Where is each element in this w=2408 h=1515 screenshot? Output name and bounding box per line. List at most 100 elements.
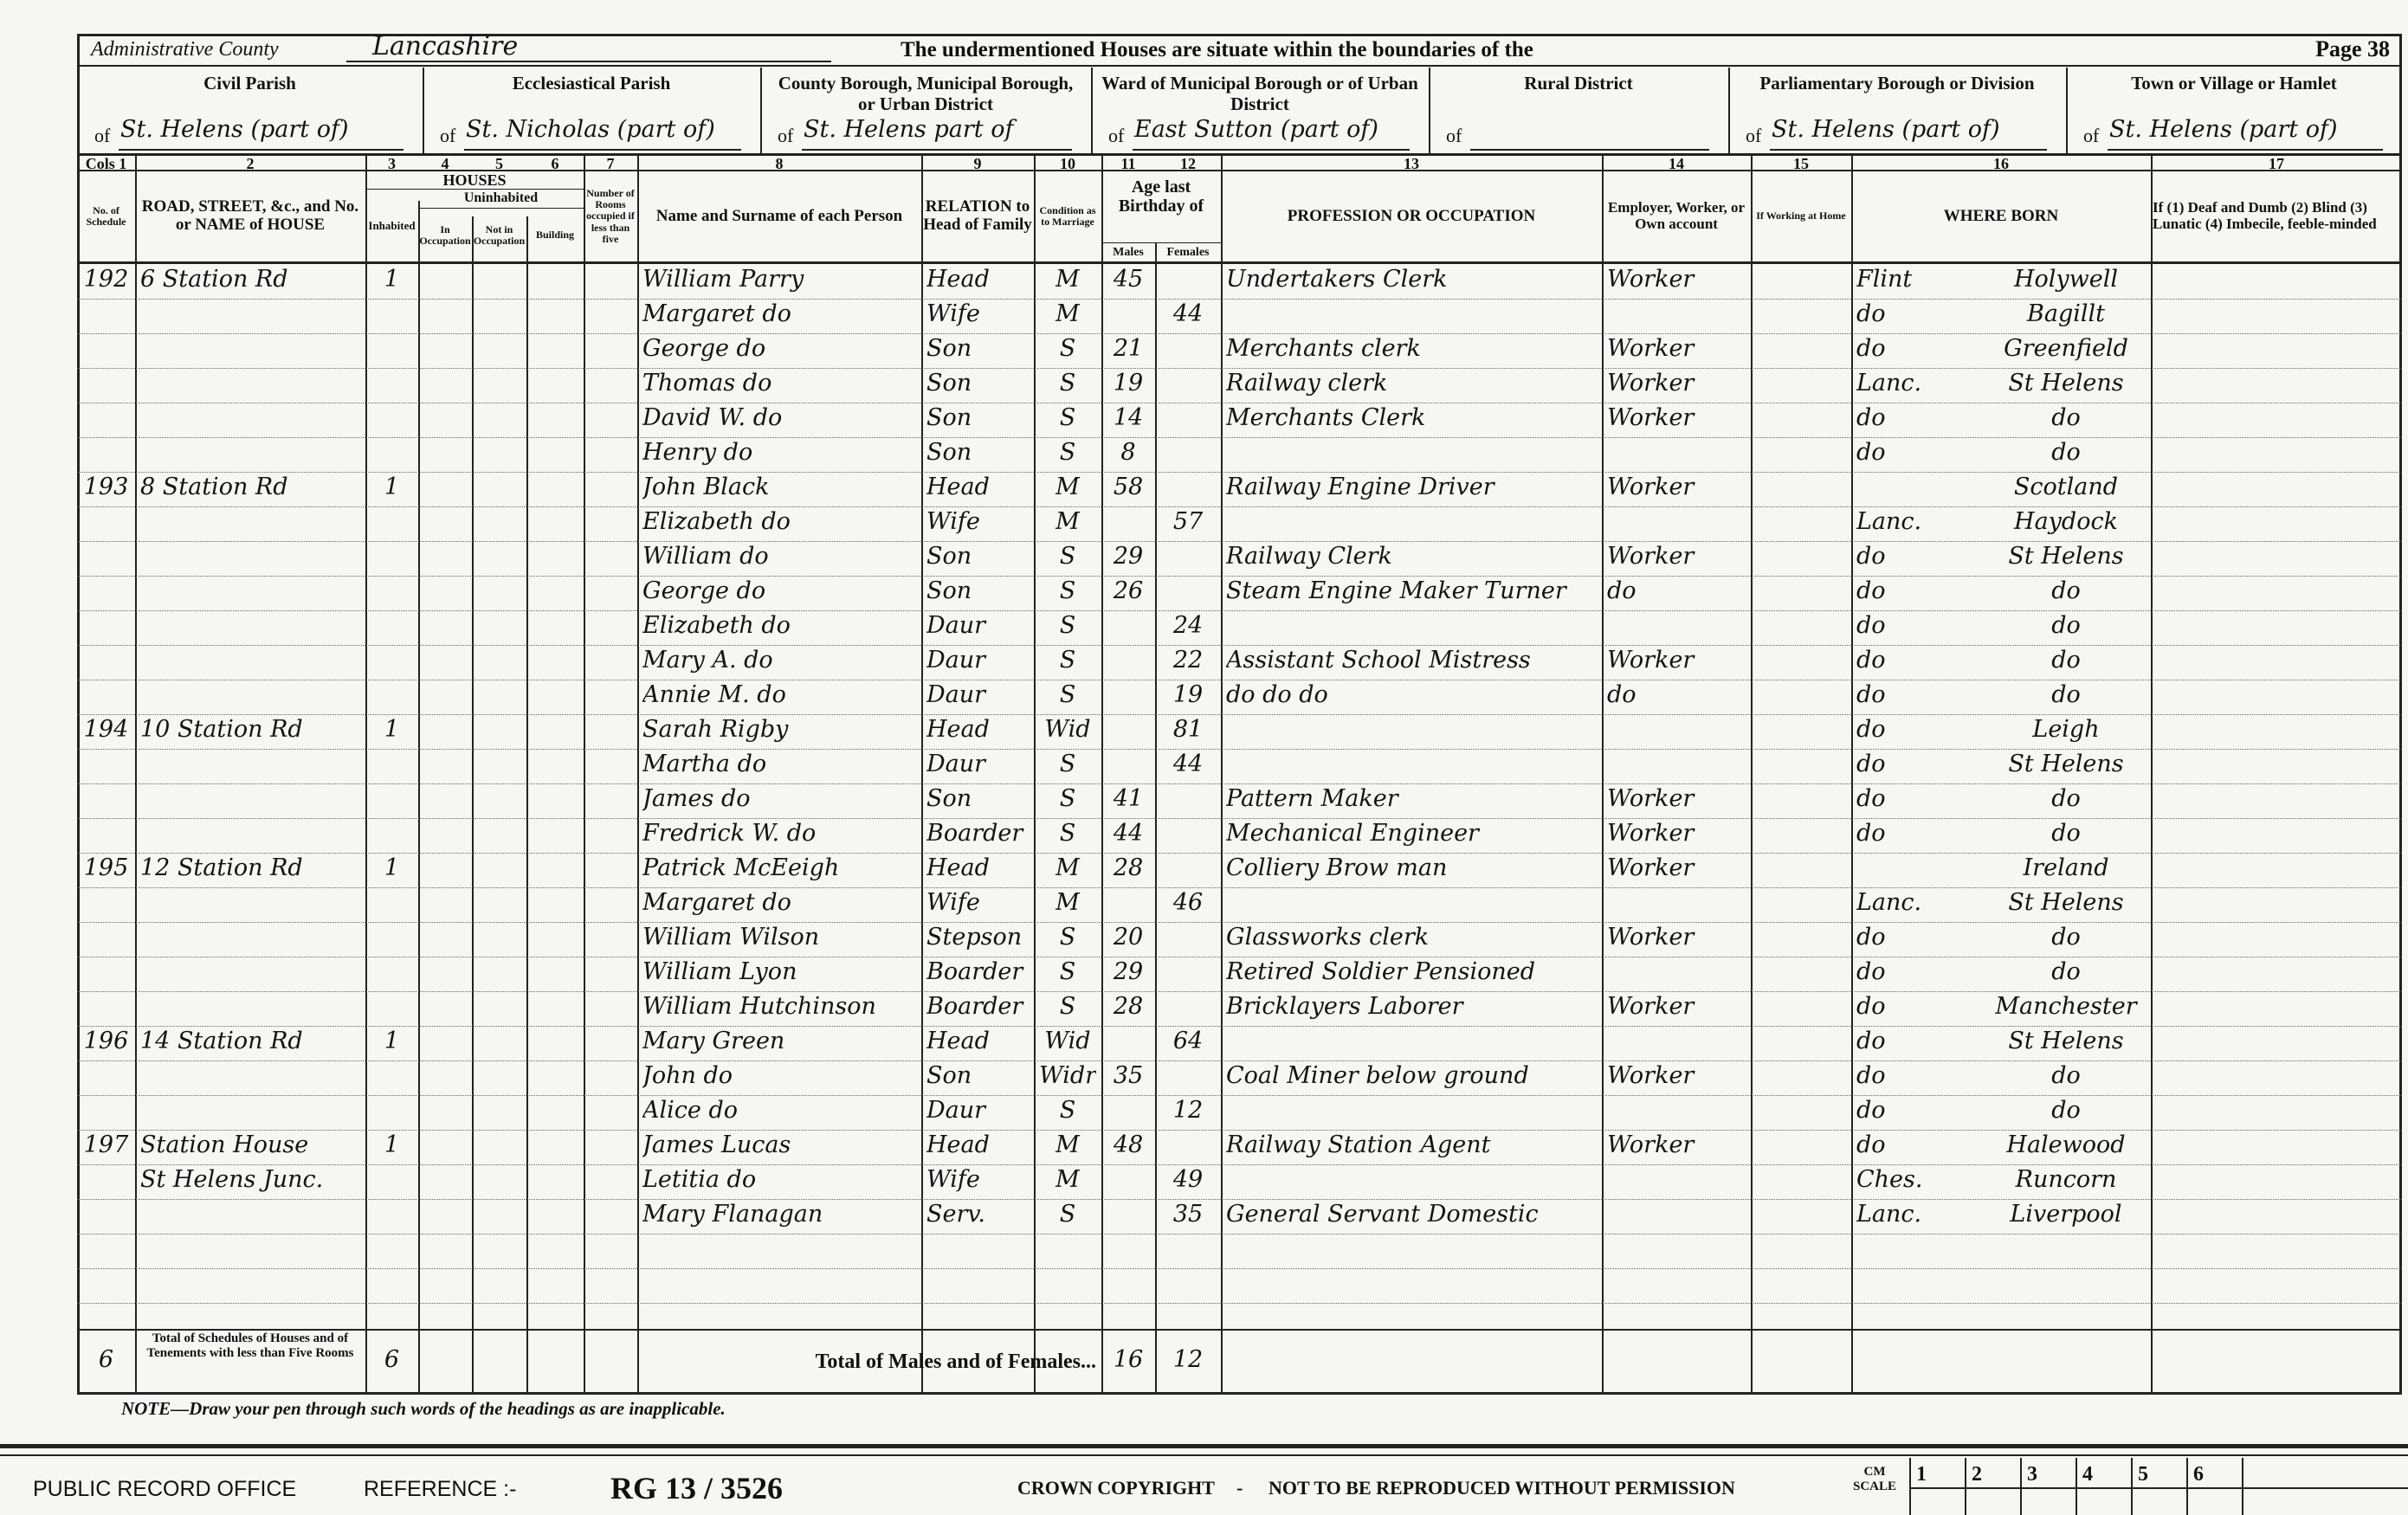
cell-condition: Wid	[1044, 1028, 1091, 1054]
cell-relation: Wife	[926, 508, 980, 535]
rule-line	[77, 1234, 2402, 1235]
footer-reference-label: REFERENCE :-	[364, 1477, 517, 1501]
footer-office: PUBLIC RECORD OFFICE	[33, 1477, 297, 1501]
rule-line	[77, 333, 2402, 334]
rule-line	[77, 1026, 2402, 1027]
cell-age-female: 12	[1172, 1097, 1204, 1124]
scale-number: 5	[2138, 1463, 2148, 1486]
cell-born-place: Haydock	[2014, 508, 2118, 535]
cell-relation: Head	[926, 474, 990, 500]
page-number: Page 38	[2315, 36, 2390, 61]
cell-employer: Worker	[1607, 785, 1695, 812]
cell-condition: S	[1059, 681, 1076, 708]
cell-born-county: do	[1856, 577, 1886, 604]
cell-occupation: Railway Clerk	[1226, 543, 1392, 570]
cell-age-male: 21	[1113, 335, 1144, 362]
cell-name: Mary A. do	[642, 647, 773, 674]
area-label: County Borough, Municipal Borough, or Ur…	[778, 73, 1074, 115]
cell-occupation: Mechanical Engineer	[1226, 820, 1479, 847]
cell-born-place: do	[2051, 681, 2081, 708]
cell-inhabited: 1	[384, 474, 400, 500]
cell-born-place: do	[2051, 577, 2081, 604]
cell-age-male: 48	[1113, 1131, 1144, 1158]
column-number: 10	[1060, 155, 1075, 172]
cell-age-male: 28	[1113, 993, 1144, 1020]
rule-line	[77, 714, 2402, 715]
cell-relation: Wife	[926, 300, 980, 327]
cell-born-county: do	[1856, 543, 1886, 570]
cell-relation: Head	[926, 716, 990, 743]
cell-age-male: 19	[1113, 370, 1144, 396]
rule-line	[1034, 153, 1036, 1395]
rule-line	[77, 153, 2402, 156]
rule-line	[1091, 68, 1093, 153]
rule-line	[365, 153, 367, 1395]
cell-relation: Boarder	[926, 958, 1023, 985]
cell-name: George do	[642, 335, 766, 362]
rule-line	[77, 922, 2402, 923]
area-prefix: of	[94, 125, 111, 146]
cell-name: William Lyon	[642, 958, 797, 985]
cell-born-place: St Helens	[2008, 370, 2124, 396]
cell-age-male: 41	[1113, 785, 1144, 812]
column-heading: If (1) Deaf and Dumb (2) Blind (3) Lunat…	[2153, 199, 2377, 232]
column-heading: WHERE BORN	[1943, 206, 2059, 225]
column-number: 11	[1120, 155, 1136, 172]
footer-copyright: CROWN COPYRIGHT	[1017, 1477, 1215, 1499]
area-label: Ward of Municipal Borough or of Urban Di…	[1101, 73, 1418, 115]
rule-line	[1602, 153, 1604, 1395]
rule-line	[77, 1199, 2402, 1200]
cell-employer: do	[1607, 681, 1637, 708]
cell-condition: S	[1059, 439, 1076, 466]
cell-schedule: 194	[83, 716, 129, 743]
rule-line	[77, 472, 2402, 473]
cell-born-county: do	[1856, 300, 1886, 327]
cell-condition: M	[1056, 854, 1080, 881]
rule-line	[2131, 1458, 2133, 1515]
cell-relation: Boarder	[926, 820, 1023, 847]
cell-name: John Black	[642, 474, 770, 500]
rule-line	[418, 201, 420, 1395]
rule-line	[2186, 1458, 2188, 1515]
column-number: 5	[495, 155, 503, 172]
group-heading: Uninhabited	[463, 190, 539, 205]
cell-relation: Head	[926, 1131, 990, 1158]
area-prefix: of	[778, 125, 794, 146]
cell-relation: Daur	[926, 1097, 986, 1124]
rule-line	[77, 576, 2402, 577]
cell-born-place: St Helens	[2008, 751, 2124, 777]
rule-line	[77, 991, 2402, 992]
cell-born-county: do	[1856, 958, 1886, 985]
cell-address: 8 Station Rd	[140, 474, 288, 500]
cell-born-place: St Helens	[2008, 543, 2124, 570]
rule-line	[1429, 68, 1430, 153]
column-heading: Condition as to Marriage	[1039, 203, 1096, 228]
rule-line	[1728, 68, 1730, 153]
cell-inhabited: 1	[384, 1131, 400, 1158]
column-heading: Building	[535, 229, 575, 242]
cell-name: William Hutchinson	[642, 993, 876, 1020]
column-number: 6	[551, 155, 559, 172]
scale-number: 4	[2082, 1463, 2093, 1486]
cell-inhabited: 1	[384, 1028, 400, 1054]
cell-employer: Worker	[1607, 404, 1695, 431]
total-schedules: 6	[98, 1346, 114, 1373]
cell-condition: M	[1056, 508, 1080, 535]
cell-name: William Parry	[642, 266, 804, 293]
cell-name: John do	[642, 1062, 733, 1089]
cell-condition: S	[1059, 647, 1076, 674]
cell-inhabited: 1	[384, 854, 400, 881]
rule-line	[77, 1268, 2402, 1269]
cell-condition: S	[1059, 751, 1076, 777]
cell-address: 14 Station Rd	[140, 1028, 303, 1054]
cell-age-female: 49	[1172, 1166, 1204, 1193]
cell-condition: S	[1059, 993, 1076, 1020]
rule-line	[77, 783, 2402, 784]
rule-line	[77, 1164, 2402, 1165]
column-number: 9	[973, 155, 982, 172]
rule-line	[77, 853, 2402, 854]
cell-condition: M	[1056, 889, 1080, 916]
cell-born-place: do	[2051, 924, 2081, 951]
column-number: 4	[441, 155, 449, 172]
cell-name: Sarah Rigby	[642, 716, 789, 743]
